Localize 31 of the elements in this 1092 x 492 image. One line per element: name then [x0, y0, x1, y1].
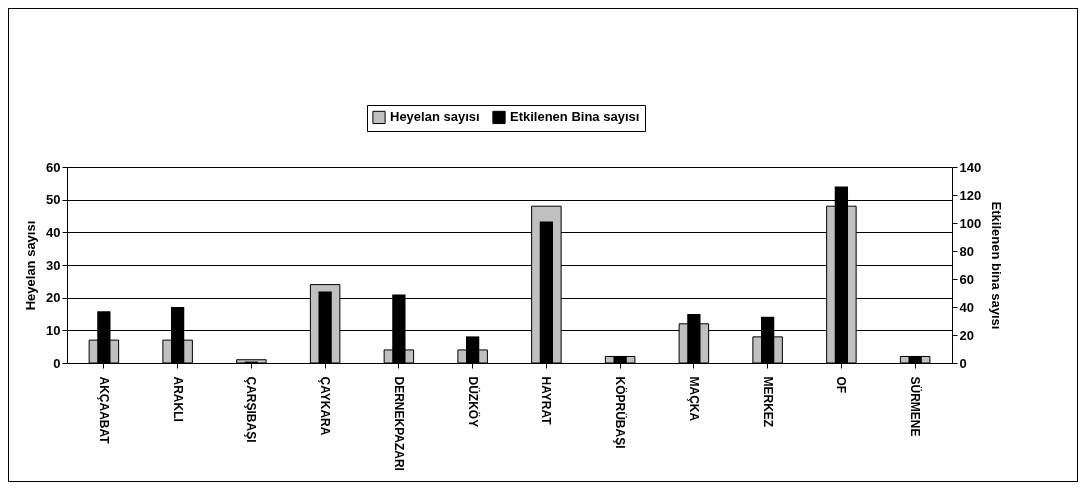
x-tick-label: HAYRAT — [539, 376, 554, 426]
x-tick-label: KÖPRÜBAŞI — [613, 376, 629, 449]
y-tick-label: 30 — [46, 257, 61, 273]
x-tick-label: ÇARŞIBAŞI — [244, 376, 259, 443]
x-tick-label: SÜRMENE — [908, 376, 924, 437]
y2-tick-label: 100 — [959, 215, 982, 231]
legend-label: Etkilenen Bina sayısı — [510, 109, 640, 125]
x-tick-label: ARAKLI — [170, 376, 185, 422]
legend-label: Heyelan sayısı — [390, 109, 480, 125]
y2-tick-label: 140 — [959, 159, 982, 175]
y2-tick-label: 60 — [959, 271, 974, 287]
x-tick-label: OF — [834, 376, 849, 394]
y2-tick-label: 80 — [959, 243, 974, 259]
y2-axis-title: Etkilenen bina sayısı — [989, 201, 1005, 330]
y-tick-label: 50 — [46, 192, 61, 208]
y-tick-label: 20 — [46, 290, 61, 306]
x-tick-label: MAÇKA — [686, 376, 701, 422]
y-tick-label: 0 — [53, 355, 61, 371]
x-tick-label: DÜZKÖY — [465, 376, 481, 428]
y-tick-label: 40 — [46, 224, 61, 240]
y2-tick-label: 120 — [959, 187, 982, 203]
y-tick-label: 60 — [46, 159, 61, 175]
x-tick-label: AKÇAABAT — [96, 376, 111, 445]
x-tick-label: DERNEKPAZARI — [391, 376, 406, 471]
y-axis-title: Heyelan sayısı — [23, 220, 39, 311]
y2-tick-label: 40 — [959, 299, 974, 315]
x-tick-label: MERKEZ — [760, 376, 775, 428]
y2-tick-label: 0 — [959, 355, 967, 371]
y2-tick-label: 20 — [959, 327, 974, 343]
y-tick-label: 10 — [46, 322, 61, 338]
x-tick-label: ÇAYKARA — [318, 376, 333, 436]
